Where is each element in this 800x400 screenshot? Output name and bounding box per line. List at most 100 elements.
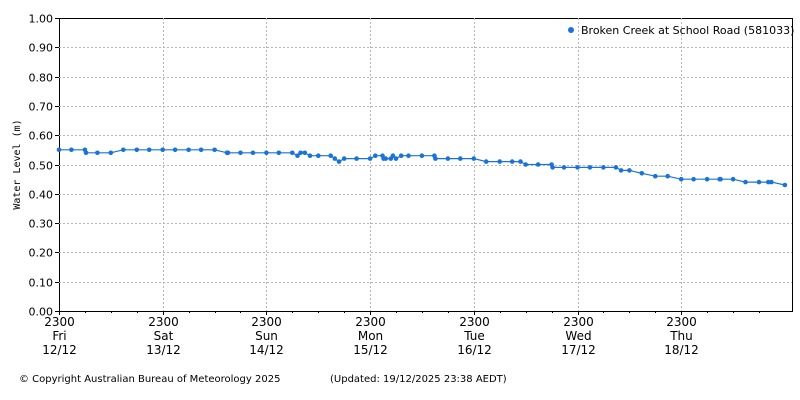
data-point	[471, 156, 477, 161]
data-point	[198, 147, 204, 153]
data-point	[121, 147, 126, 153]
data-point	[83, 150, 89, 156]
data-point	[730, 176, 736, 182]
data-point	[509, 159, 515, 164]
data-point	[302, 150, 308, 156]
data-point	[769, 179, 774, 185]
x-tick-date: 18/12	[664, 343, 699, 357]
data-point	[718, 176, 723, 182]
legend-marker	[568, 27, 574, 33]
x-tick-day: Mon	[358, 329, 383, 343]
data-point	[383, 156, 389, 161]
data-point	[613, 165, 619, 170]
data-point	[160, 147, 165, 153]
data-point	[373, 153, 378, 158]
data-point	[406, 153, 411, 158]
data-point	[56, 147, 62, 153]
y-tick-label: 0.10	[29, 277, 54, 290]
grid	[59, 18, 792, 311]
x-tick-time: 2300	[251, 315, 282, 329]
x-tick-day: Tue	[463, 329, 485, 343]
x-tick-date: 17/12	[561, 343, 596, 357]
x-tick-time: 2300	[459, 315, 490, 329]
data-point	[678, 176, 684, 182]
y-tick-label: 1.00	[29, 13, 54, 26]
y-tick-label: 0.60	[29, 130, 54, 143]
data-point	[398, 153, 404, 158]
data-point	[601, 165, 606, 170]
x-tick-date: 15/12	[353, 343, 388, 357]
data-point	[433, 156, 438, 161]
x-tick-time: 2300	[563, 315, 594, 329]
data-point	[704, 176, 710, 182]
legend-label: Broken Creek at School Road (581033)	[581, 24, 794, 37]
data-point	[212, 147, 217, 153]
data-point	[665, 173, 670, 179]
data-point	[108, 150, 114, 156]
data-point	[250, 150, 256, 156]
y-tick-label: 0.30	[29, 218, 54, 231]
data-point	[134, 147, 140, 153]
y-tick-label: 0.80	[29, 72, 54, 85]
plot-area	[59, 18, 793, 312]
x-tick-time: 2300	[148, 315, 179, 329]
data-point	[445, 156, 451, 161]
x-tick-day: Thu	[669, 329, 693, 343]
data-point	[172, 147, 178, 153]
data-point	[518, 159, 523, 164]
data-point	[550, 165, 555, 170]
updated-timestamp: (Updated: 19/12/2025 23:38 AEDT)	[330, 374, 507, 385]
data-point	[782, 182, 788, 188]
data-point	[316, 153, 321, 158]
data-point	[756, 179, 762, 185]
data-point	[627, 168, 632, 173]
data-point	[341, 156, 347, 161]
x-tick-day: Sat	[154, 329, 174, 343]
data-point	[290, 150, 295, 156]
data-point	[653, 173, 658, 179]
data-point	[264, 150, 269, 156]
x-tick-time: 2300	[666, 315, 697, 329]
data-point	[575, 165, 580, 170]
data-point	[95, 150, 100, 156]
y-tick-label: 0.90	[29, 42, 54, 55]
data-point	[276, 150, 282, 156]
y-tick-label: 0.50	[29, 160, 54, 173]
legend: Broken Creek at School Road (581033)	[568, 24, 794, 37]
data-point	[332, 156, 338, 161]
x-tick-date: 12/12	[42, 343, 77, 357]
data-point	[535, 162, 541, 167]
y-tick-label: 0.20	[29, 247, 54, 260]
x-tick-time: 2300	[355, 315, 386, 329]
data-point	[691, 176, 696, 182]
data-point	[390, 153, 396, 158]
y-tick-label: 0.70	[29, 101, 54, 114]
x-tick-day: Wed	[565, 329, 591, 343]
data-point	[419, 153, 425, 158]
data-point	[639, 171, 645, 176]
y-tick-label: 0.40	[29, 189, 54, 202]
data-point	[336, 159, 342, 164]
data-point	[186, 147, 191, 153]
data-point	[307, 153, 313, 158]
x-tick-day: Sun	[255, 329, 278, 343]
data-point	[328, 153, 334, 158]
data-point	[238, 150, 243, 156]
y-axis-label: Water Level (m)	[12, 119, 23, 209]
data-point	[354, 156, 359, 161]
x-axis-ticks: 2300Fri12/122300Sat13/122300Sun14/122300…	[42, 311, 760, 357]
data-point	[393, 156, 399, 161]
data-point	[523, 162, 528, 167]
data-point	[69, 147, 74, 153]
data-point	[483, 159, 489, 164]
data-point	[743, 179, 748, 185]
x-tick-day: Fri	[52, 329, 66, 343]
x-tick-time: 2300	[44, 315, 75, 329]
x-tick-date: 16/12	[457, 343, 492, 357]
data-point	[561, 165, 567, 170]
x-tick-date: 13/12	[146, 343, 181, 357]
data-point	[146, 147, 152, 153]
y-tick-label: 0.00	[29, 306, 54, 319]
data-point	[587, 165, 593, 170]
series-points	[56, 147, 788, 188]
